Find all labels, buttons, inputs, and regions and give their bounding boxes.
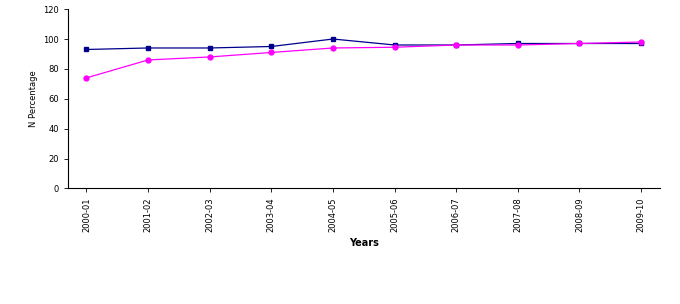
HDFC — [329, 46, 337, 50]
Y-axis label: N Percentage: N Percentage — [29, 71, 37, 127]
PNB — [205, 46, 214, 50]
Line: PNB: PNB — [84, 37, 643, 52]
HDFC — [514, 43, 522, 47]
X-axis label: Years: Years — [349, 238, 379, 248]
PNB — [329, 37, 337, 41]
HDFC — [205, 55, 214, 59]
PNB — [144, 46, 152, 50]
PNB — [514, 42, 522, 45]
HDFC — [575, 42, 583, 45]
HDFC — [637, 40, 645, 44]
PNB — [452, 43, 460, 47]
PNB — [575, 42, 583, 45]
PNB — [390, 43, 398, 47]
HDFC — [267, 51, 275, 54]
HDFC — [144, 58, 152, 62]
HDFC — [452, 43, 460, 47]
Line: HDFC: HDFC — [84, 40, 643, 80]
PNB — [637, 42, 645, 45]
HDFC — [390, 45, 398, 49]
HDFC — [82, 76, 90, 80]
PNB — [267, 45, 275, 48]
PNB — [82, 48, 90, 51]
